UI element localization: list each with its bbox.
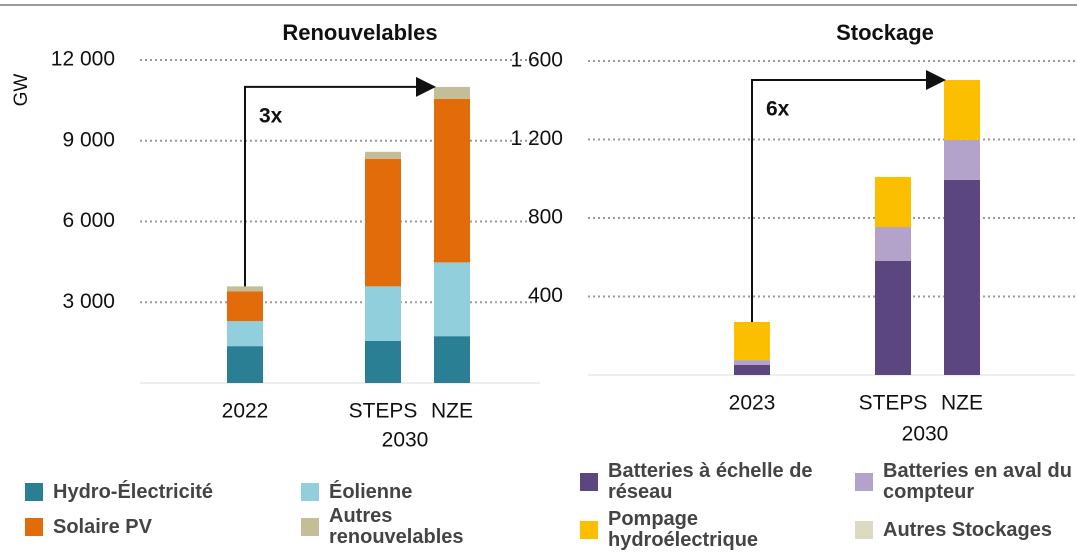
legend-label: Pompage hydroélectrique (608, 508, 759, 551)
legend-item: Autres renouvelables (301, 505, 521, 549)
bar-segment (434, 262, 470, 337)
bar-segment (734, 322, 770, 361)
legend-swatch (301, 483, 319, 501)
x-group-label: 2030 (902, 423, 949, 446)
bar-segment (434, 336, 470, 383)
bar-segment (944, 179, 980, 375)
growth-arrow (244, 76, 436, 287)
bar-segment (434, 98, 470, 263)
y-tick-label: 9 000 (62, 128, 115, 151)
bar-segment (734, 364, 770, 375)
x-group-label: 2030 (382, 429, 429, 452)
legend-item: Hydro-Électricité (25, 470, 265, 514)
legend-item: Pompage hydroélectrique (580, 508, 840, 552)
legend-label: Batteries en aval du compteur (883, 460, 1072, 503)
bar-segment (365, 286, 401, 342)
chart: Renouvelables GW 3 000 6 000 9 000 12 000 2022… (0, 4, 1077, 452)
y-tick-label: 800 (528, 206, 563, 229)
bar-segment (365, 158, 401, 287)
legend-item: Batteries en aval du compteur (855, 460, 1075, 504)
bar-segment (227, 321, 263, 347)
legend-swatch (25, 483, 43, 501)
annotation: 6x (766, 98, 790, 121)
x-tick-label: 2022 (222, 400, 269, 423)
legend-label: Batteries à échelle de réseau (608, 460, 813, 503)
bar-segment (734, 360, 770, 365)
legend-swatch (855, 521, 873, 539)
bar-segment (365, 151, 401, 159)
bar-segment (227, 291, 263, 322)
x-tick-label: NZE (431, 400, 473, 423)
x-tick-label: NZE (941, 392, 983, 415)
legend-item: Solaire PV (25, 505, 265, 549)
y-tick-label: 6 000 (62, 209, 115, 232)
legend-label: Autres Stockages (883, 518, 1052, 541)
x-tick-label: STEPS (349, 400, 418, 423)
legend-swatch (580, 473, 598, 491)
legend-item: Autres Stockages (855, 508, 1075, 552)
bar-segment (944, 80, 980, 140)
y-tick-label: 400 (528, 284, 563, 307)
bar-segment (944, 139, 980, 180)
y-tick-label: 12 000 (51, 48, 115, 71)
legend-item: Batteries à échelle de réseau (580, 460, 840, 504)
legend-swatch (580, 521, 598, 539)
y-axis-label: GW (11, 74, 32, 107)
y-tick-label: 1 600 (510, 49, 563, 72)
legend-item: Éolienne (301, 470, 521, 514)
x-tick-label: 2023 (729, 392, 776, 415)
bar-segment (875, 227, 911, 261)
legend-label: Hydro-Électricité (53, 480, 214, 503)
bar-segment (227, 286, 263, 292)
bar-segment (227, 346, 263, 383)
bar-segment (875, 260, 911, 375)
legend-label: Autres renouvelables (329, 505, 464, 548)
bar-segment (434, 86, 470, 99)
y-tick-label: 3 000 (62, 290, 115, 313)
growth-arrow (751, 70, 946, 323)
legend-label: Solaire PV (53, 515, 152, 538)
x-tick-label: STEPS (859, 392, 928, 415)
bar-segment (365, 341, 401, 383)
chart-title: Renouvelables (282, 20, 437, 45)
annotation: 3x (259, 104, 283, 127)
chart-title: Stockage (836, 20, 934, 45)
legend-label: Éolienne (329, 480, 413, 503)
legend-swatch (855, 473, 873, 491)
y-tick-label: 1 200 (510, 127, 563, 150)
bar-segment (875, 176, 911, 228)
legend-swatch (301, 518, 319, 536)
legend-swatch (25, 518, 43, 536)
